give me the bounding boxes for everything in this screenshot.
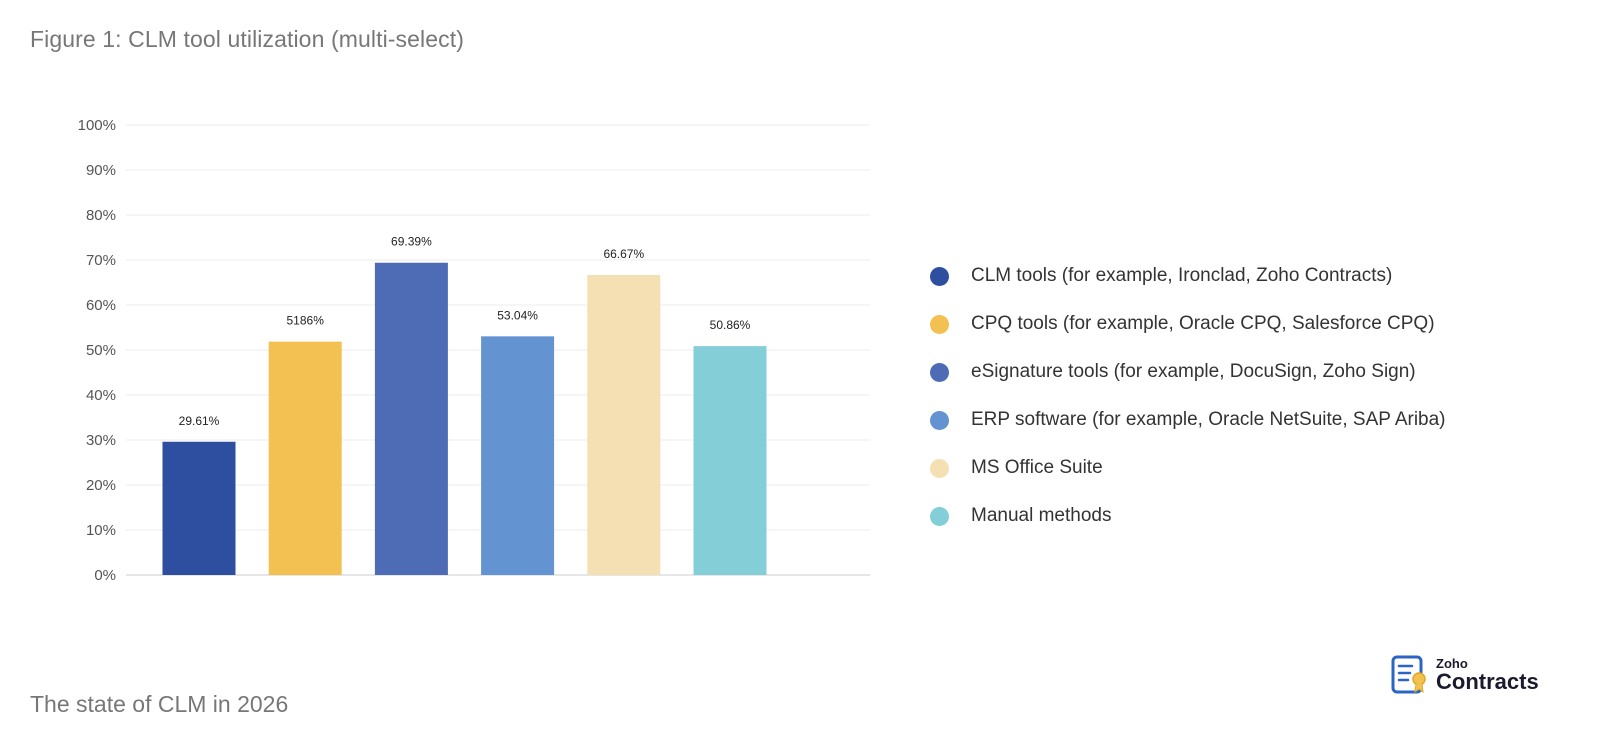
y-tick-label: 0%	[94, 567, 116, 584]
legend-swatch	[930, 314, 949, 334]
bar	[587, 274, 661, 575]
data-label: 50.86%	[710, 318, 751, 332]
legend-label: eSignature tools (for example, DocuSign,…	[971, 361, 1416, 382]
zoho-contracts-logo: Zoho Contracts	[1390, 654, 1539, 696]
legend-item: CPQ tools (for example, Oracle CPQ, Sale…	[930, 300, 1446, 348]
y-tick-label: 60%	[86, 297, 116, 314]
y-tick-label: 50%	[86, 342, 116, 359]
data-label: 69.39%	[391, 235, 432, 249]
legend-label: ERP software (for example, Oracle NetSui…	[971, 409, 1446, 430]
legend-label: CLM tools (for example, Ironclad, Zoho C…	[971, 265, 1393, 286]
data-label: 5186%	[287, 314, 325, 328]
y-tick-label: 10%	[86, 522, 116, 539]
y-tick-label: 100%	[78, 117, 116, 134]
figure-title: Figure 1: CLM tool utilization (multi-se…	[30, 26, 464, 52]
data-label: 53.04%	[497, 308, 538, 322]
bar	[481, 336, 555, 575]
legend-swatch	[930, 362, 949, 382]
chart-legend: CLM tools (for example, Ironclad, Zoho C…	[930, 252, 1446, 540]
y-tick-label: 80%	[86, 207, 116, 224]
data-label: 66.67%	[603, 247, 644, 261]
y-tick-label: 70%	[86, 252, 116, 269]
logo-brand: Zoho	[1436, 656, 1468, 671]
y-tick-label: 20%	[86, 477, 116, 494]
y-tick-label: 90%	[86, 162, 116, 179]
legend-label: Manual methods	[971, 505, 1112, 526]
data-label: 29.61%	[179, 414, 220, 428]
legend-swatch	[930, 506, 949, 526]
bar-chart: 0% 10% 20% 30% 40% 50% 60% 70% 80% 90% 100% 29.61% 5…	[78, 117, 870, 584]
legend-swatch	[930, 458, 949, 478]
logo-product: Contracts	[1436, 669, 1539, 694]
legend-item: ERP software (for example, Oracle NetSui…	[930, 396, 1446, 444]
bar	[162, 441, 236, 575]
contract-icon	[1391, 655, 1426, 694]
legend-swatch	[930, 266, 949, 286]
report-footer: The state of CLM in 2026	[30, 691, 289, 717]
legend-item: MS Office Suite	[930, 444, 1446, 492]
legend-item: eSignature tools (for example, DocuSign,…	[930, 348, 1446, 396]
bar	[268, 341, 342, 575]
legend-swatch	[930, 410, 949, 430]
y-tick-label: 40%	[86, 387, 116, 404]
legend-label: CPQ tools (for example, Oracle CPQ, Sale…	[971, 313, 1435, 334]
y-tick-label: 30%	[86, 432, 116, 449]
bar	[374, 262, 448, 575]
legend-item: CLM tools (for example, Ironclad, Zoho C…	[930, 252, 1446, 300]
bar	[693, 346, 767, 575]
legend-item: Manual methods	[930, 492, 1446, 540]
legend-label: MS Office Suite	[971, 457, 1103, 478]
